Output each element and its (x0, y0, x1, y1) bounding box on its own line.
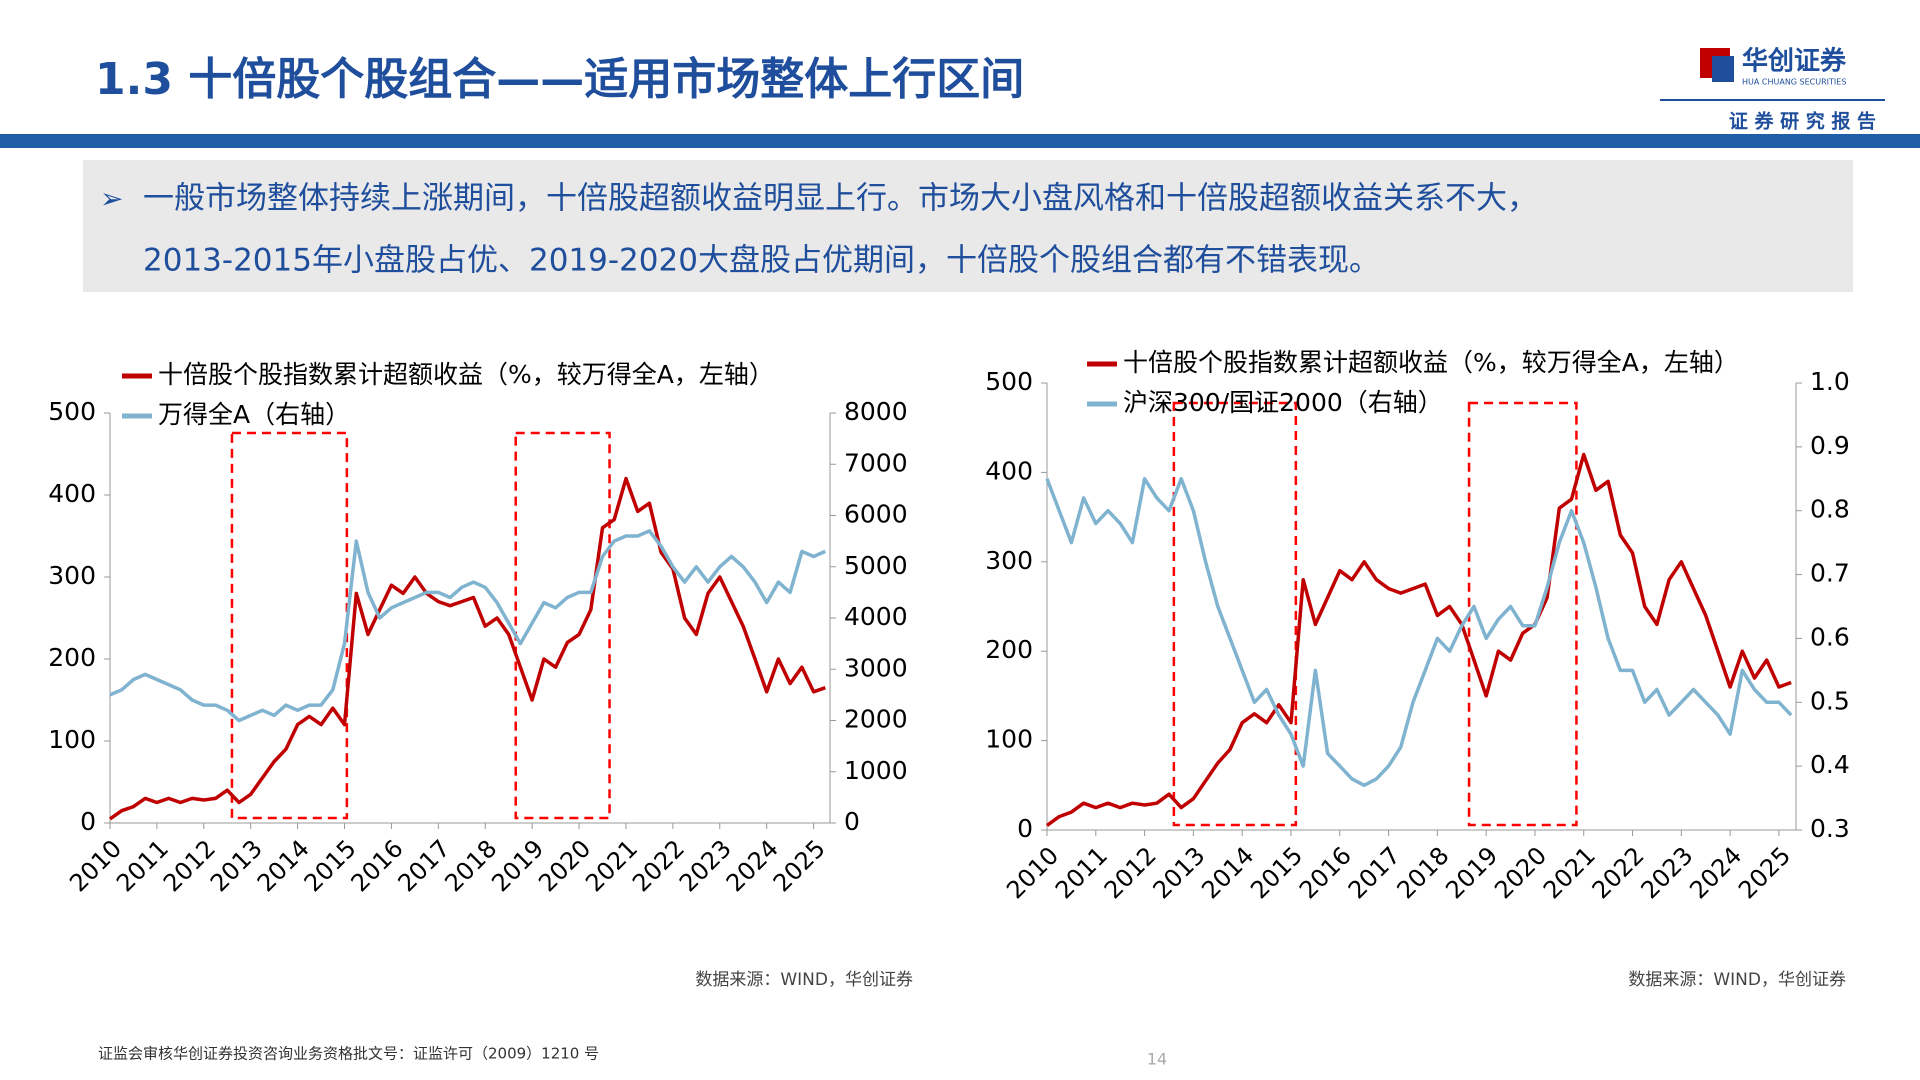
x-tick-label: 2017 (1343, 841, 1406, 904)
x-tick-label: 2024 (1684, 841, 1747, 904)
y-tick-label: 100 (48, 725, 96, 754)
logo-text: 华创证券 (1742, 46, 1847, 77)
x-tick-label: 2018 (1392, 841, 1455, 904)
y2-tick-label: 0 (844, 807, 860, 836)
report-tag: 证 券 研 究 报 告 (1729, 110, 1876, 133)
y2-tick-label: 8000 (844, 397, 908, 426)
y2-tick-label: 7000 (844, 448, 908, 477)
x-tick-label: 2022 (627, 834, 690, 897)
x-tick-label: 2023 (1636, 841, 1699, 904)
y2-tick-label: 0.9 (1810, 431, 1850, 460)
x-tick-label: 2015 (1245, 841, 1308, 904)
x-tick-label: 2021 (1538, 841, 1601, 904)
y2-tick-label: 2000 (844, 705, 908, 734)
x-tick-label: 2011 (111, 834, 174, 897)
x-tick-label: 2021 (580, 834, 643, 897)
series-line (1045, 477, 1793, 788)
highlight-box (230, 431, 349, 820)
x-tick-label: 2016 (346, 834, 409, 897)
legend-label: 十倍股个股指数累计超额收益（%，较万得全A，左轴） (1123, 348, 1739, 377)
y2-tick-label: 6000 (844, 500, 908, 529)
x-tick-label: 2019 (1440, 841, 1503, 904)
y2-tick-label: 5000 (844, 551, 908, 580)
highlight-box (1172, 401, 1298, 827)
x-tick-label: 2023 (674, 834, 737, 897)
x-tick-label: 2016 (1294, 841, 1357, 904)
x-tick-label: 2015 (299, 834, 362, 897)
y-tick-label: 0 (80, 807, 96, 836)
y2-tick-label: 0.5 (1810, 686, 1850, 715)
y-tick-label: 300 (985, 546, 1033, 575)
y-tick-label: 400 (48, 479, 96, 508)
y2-tick-label: 0.3 (1810, 814, 1850, 843)
y-tick-label: 100 (985, 725, 1033, 754)
y2-tick-label: 4000 (844, 602, 908, 631)
y-tick-label: 500 (48, 397, 96, 426)
y-tick-label: 0 (1017, 814, 1033, 843)
highlight-box (1467, 401, 1578, 827)
x-tick-label: 2014 (252, 834, 315, 897)
x-tick-label: 2020 (533, 834, 596, 897)
y2-tick-label: 0.4 (1810, 750, 1850, 779)
y2-tick-label: 0.6 (1810, 622, 1850, 651)
bullet: ➢ (100, 182, 123, 215)
highlight-box (514, 431, 611, 820)
legend-label: 万得全A（右轴） (158, 400, 350, 429)
series-line (1045, 452, 1792, 827)
x-tick-label: 2010 (64, 834, 127, 897)
summary-line: 一般市场整体持续上涨期间，十倍股超额收益明显上行。市场大小盘风格和十倍股超额收益… (143, 181, 1538, 217)
y2-tick-label: 0.8 (1810, 495, 1850, 524)
page-number: 14 (1147, 1050, 1167, 1069)
title-bar (0, 134, 1920, 148)
footer-license: 证监会审核华创证券投资咨询业务资格批文号：证监许可（2009）1210 号 (98, 1045, 599, 1063)
x-tick-label: 2013 (1148, 841, 1211, 904)
legend-label: 沪深300/国证2000（右轴） (1123, 388, 1443, 417)
summary-line: 2013-2015年小盘股占优、2019-2020大盘股占优期间，十倍股个股组合… (143, 243, 1380, 279)
logo-mark-2 (1712, 56, 1734, 82)
source-note: 数据来源：WIND，华创证券 (695, 970, 913, 990)
y-tick-label: 200 (985, 635, 1033, 664)
y2-tick-label: 0.7 (1810, 559, 1850, 588)
x-tick-label: 2024 (721, 834, 784, 897)
source-note: 数据来源：WIND，华创证券 (1628, 970, 1846, 990)
x-tick-label: 2025 (768, 834, 831, 897)
y2-tick-label: 1.0 (1810, 367, 1850, 396)
y2-tick-label: 3000 (844, 653, 908, 682)
x-tick-label: 2011 (1050, 841, 1113, 904)
legend-label: 十倍股个股指数累计超额收益（%，较万得全A，左轴） (158, 360, 774, 389)
x-tick-label: 2022 (1587, 841, 1650, 904)
logo-subtext: HUA CHUANG SECURITIES (1742, 78, 1846, 87)
x-tick-label: 2018 (439, 834, 502, 897)
x-tick-label: 2017 (393, 834, 456, 897)
x-tick-label: 2012 (158, 834, 221, 897)
x-tick-label: 2013 (205, 834, 268, 897)
y-tick-label: 400 (985, 456, 1033, 485)
x-tick-label: 2010 (1001, 841, 1064, 904)
summary-box (83, 160, 1853, 292)
x-tick-label: 2019 (486, 834, 549, 897)
y2-tick-label: 1000 (844, 756, 908, 785)
x-tick-label: 2025 (1733, 841, 1796, 904)
y-tick-label: 200 (48, 643, 96, 672)
y-tick-label: 300 (48, 561, 96, 590)
series-line (108, 476, 826, 821)
series-line (109, 529, 826, 723)
x-tick-label: 2012 (1099, 841, 1162, 904)
slide-title: 1.3 十倍股个股组合——适用市场整体上行区间 (95, 54, 1024, 105)
x-tick-label: 2014 (1196, 841, 1259, 904)
x-tick-label: 2020 (1489, 841, 1552, 904)
y-tick-label: 500 (985, 367, 1033, 396)
